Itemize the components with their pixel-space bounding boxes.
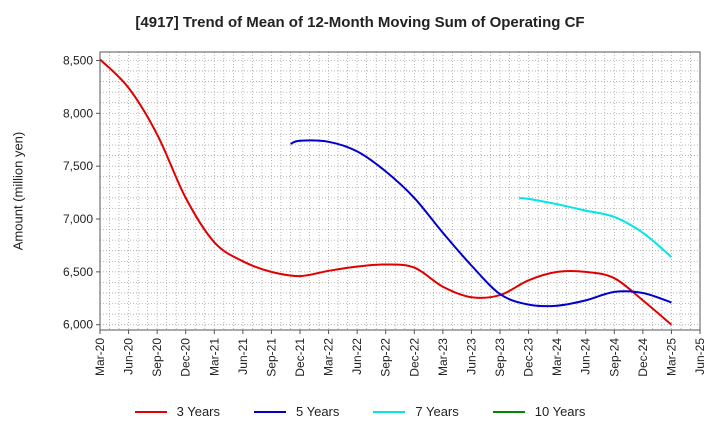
legend-swatch [254, 410, 286, 413]
x-tick-label: Dec-24 [636, 338, 650, 377]
legend-label: 10 Years [534, 404, 586, 419]
legend-swatch [134, 410, 167, 413]
x-tick-label: Jun-20 [122, 338, 136, 375]
series-line-7-years [519, 196, 673, 258]
legend-label: 3 Years [176, 404, 220, 419]
y-tick-label: 8,000 [63, 106, 93, 120]
legend-item-5-years: 5 Years [254, 404, 339, 419]
y-tick-label: 8,500 [63, 53, 93, 67]
x-tick-label: Mar-25 [664, 338, 678, 376]
x-tick-label: Mar-20 [93, 338, 107, 376]
x-tick-label: Jun-22 [350, 338, 364, 375]
x-tick-label: Mar-24 [550, 338, 564, 376]
legend: 3 Years 5 Years 7 Years 10 Years [0, 404, 720, 419]
y-tick-label: 7,500 [63, 159, 93, 173]
y-axis-ticks: 6,000 6,500 7,000 7,500 8,000 8,500 [63, 53, 100, 332]
x-tick-label: Sep-21 [264, 338, 278, 377]
legend-item-7-years: 7 Years [373, 404, 459, 419]
legend-swatch [373, 410, 406, 413]
legend-swatch [492, 410, 525, 413]
x-tick-label: Mar-23 [436, 338, 450, 376]
x-tick-label: Jun-25 [693, 338, 707, 375]
chart-title: [4917] Trend of Mean of 12-Month Moving … [135, 14, 585, 31]
legend-label: 7 Years [415, 404, 459, 419]
x-tick-label: Mar-22 [322, 338, 336, 376]
x-axis-ticks: Mar-20 Jun-20 Sep-20 Dec-20 Mar-21 Jun-21 Sep-… [93, 330, 707, 377]
grid-lines [100, 52, 700, 330]
x-tick-label: Dec-23 [522, 338, 536, 377]
x-tick-label: Sep-20 [150, 338, 164, 377]
x-tick-label: Jun-24 [579, 338, 593, 375]
series-line-3-years [99, 58, 673, 326]
x-tick-label: Sep-22 [379, 338, 393, 377]
series-line-5-years [290, 139, 672, 308]
x-tick-label: Dec-21 [293, 338, 307, 377]
x-tick-label: Dec-20 [179, 338, 193, 377]
y-tick-label: 6,000 [63, 318, 93, 332]
x-tick-label: Jun-23 [464, 338, 478, 375]
plot-frame [99, 51, 701, 331]
x-tick-label: Mar-21 [207, 338, 221, 376]
legend-label: 5 Years [296, 404, 340, 419]
y-tick-label: 6,500 [63, 265, 93, 279]
x-tick-label: Sep-24 [607, 338, 621, 377]
x-tick-label: Jun-21 [236, 338, 250, 375]
y-axis-label: Amount (million yen) [11, 132, 26, 251]
x-tick-label: Sep-23 [493, 338, 507, 377]
series-lines [99, 58, 673, 326]
x-tick-label: Dec-22 [407, 338, 421, 377]
legend-item-10-years: 10 Years [492, 404, 586, 419]
y-tick-label: 7,000 [63, 212, 93, 226]
legend-item-3-years: 3 Years [134, 404, 220, 419]
